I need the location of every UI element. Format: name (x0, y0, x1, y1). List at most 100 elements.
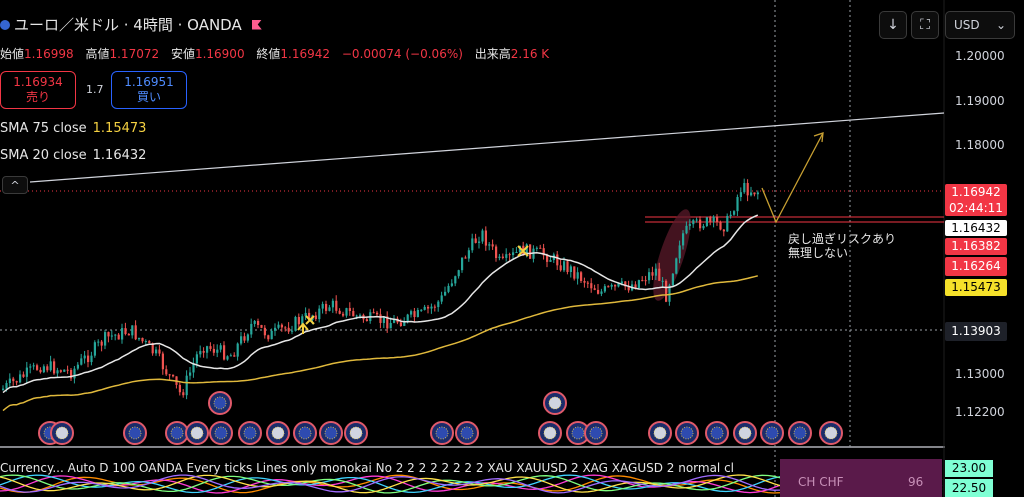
candle (321, 303, 324, 309)
candle (73, 368, 76, 379)
current-price: 1.16942 (951, 185, 1001, 199)
economic-event-icon[interactable] (185, 421, 209, 445)
candle (5, 383, 8, 389)
economic-event-icon[interactable] (209, 421, 233, 445)
candle (627, 286, 630, 291)
candle (542, 248, 545, 256)
economic-event-icon[interactable] (430, 421, 454, 445)
candle (617, 283, 620, 287)
sma20-line[interactable] (2, 214, 759, 394)
economic-event-icon[interactable] (319, 421, 343, 445)
economic-event-icon[interactable] (819, 421, 843, 445)
symbol-title[interactable]: ユーロ／米ドル · 4時間 · OANDA (0, 14, 262, 35)
candle (110, 335, 113, 337)
economic-event-icon[interactable] (344, 421, 368, 445)
currency-select[interactable]: USD ⌄ (945, 11, 1015, 39)
candle (359, 314, 362, 316)
candle (345, 308, 348, 316)
chart-annotation-text[interactable]: 戻し過ぎリスクあり 無理しない (788, 232, 897, 260)
economic-event-icon[interactable] (238, 421, 262, 445)
candle (624, 281, 627, 287)
economic-event-icon[interactable] (165, 421, 189, 445)
candle (393, 318, 396, 323)
candle (138, 337, 141, 340)
candle (199, 351, 202, 355)
candle (484, 230, 487, 246)
trend-line[interactable] (29, 112, 945, 183)
candle (223, 345, 226, 360)
candle (699, 219, 702, 229)
forecast-arrow[interactable] (761, 132, 824, 224)
candle (63, 369, 66, 372)
candle (39, 369, 42, 373)
bookmark-flag-icon[interactable] (251, 19, 262, 30)
sma75-legend[interactable]: SMA 75 close 1.15473 (0, 121, 146, 136)
collapse-legend-button[interactable]: ^ (2, 176, 28, 194)
candle (512, 252, 515, 256)
candle (654, 268, 657, 276)
candle (121, 328, 124, 340)
economic-event-icon[interactable] (584, 421, 608, 445)
candle (216, 349, 219, 353)
candle (722, 229, 725, 232)
sell-price: 1.16934 (13, 75, 63, 89)
economic-event-icon[interactable] (648, 421, 672, 445)
economic-event-icon[interactable] (123, 421, 147, 445)
candle (535, 247, 538, 249)
candle (481, 230, 484, 242)
bottom-panel-overlay: CH CHF 96 (780, 459, 942, 497)
high-label: 高値 (85, 47, 110, 61)
buy-label: 買い (136, 90, 161, 104)
candle (246, 334, 249, 341)
candle (447, 285, 450, 292)
download-button[interactable]: ↓ (879, 11, 907, 39)
candle (243, 336, 246, 341)
economic-events[interactable] (38, 391, 843, 445)
candle (165, 369, 168, 375)
candle (338, 310, 341, 314)
low-label: 安値 (170, 47, 195, 61)
sma75-line[interactable] (2, 275, 758, 412)
indicator-status-line[interactable]: Currency... Auto D 100 OANDA Every ticks… (0, 461, 735, 475)
buy-button[interactable]: 1.16951 買い (111, 71, 187, 109)
candle (661, 280, 664, 282)
candle (32, 365, 35, 367)
candle (712, 216, 715, 222)
economic-event-icon[interactable] (675, 421, 699, 445)
candle (665, 280, 668, 302)
candle (219, 345, 222, 350)
economic-event-icon[interactable] (538, 421, 562, 445)
candle (597, 289, 600, 294)
candle (450, 283, 453, 286)
economic-event-icon[interactable] (455, 421, 479, 445)
candle (376, 312, 379, 315)
candle (576, 272, 579, 279)
candle (440, 295, 443, 302)
economic-event-icon[interactable] (266, 421, 290, 445)
economic-event-icon[interactable] (733, 421, 757, 445)
spread-value: 1.7 (86, 83, 104, 96)
economic-event-icon[interactable] (705, 421, 729, 445)
candle (229, 355, 232, 357)
candle (600, 291, 603, 294)
economic-event-icon[interactable] (788, 421, 812, 445)
sma20-legend[interactable]: SMA 20 close 1.16432 (0, 148, 146, 163)
sell-button[interactable]: 1.16934 売り (0, 71, 76, 109)
candle (705, 217, 708, 226)
candle (192, 363, 195, 373)
candle (634, 284, 637, 289)
economic-event-icon[interactable] (543, 391, 567, 415)
candle (692, 220, 695, 225)
download-icon: ↓ (887, 17, 899, 33)
level-price-label: 1.16382 (945, 238, 1007, 255)
candle (117, 334, 120, 340)
economic-event-icon[interactable] (50, 421, 74, 445)
candle (12, 378, 15, 382)
candle (15, 381, 18, 383)
candle (104, 332, 107, 346)
economic-event-icon[interactable] (293, 421, 317, 445)
economic-event-icon[interactable] (760, 421, 784, 445)
fullscreen-button[interactable]: ⛶ (911, 11, 939, 39)
economic-event-icon[interactable] (208, 391, 232, 415)
